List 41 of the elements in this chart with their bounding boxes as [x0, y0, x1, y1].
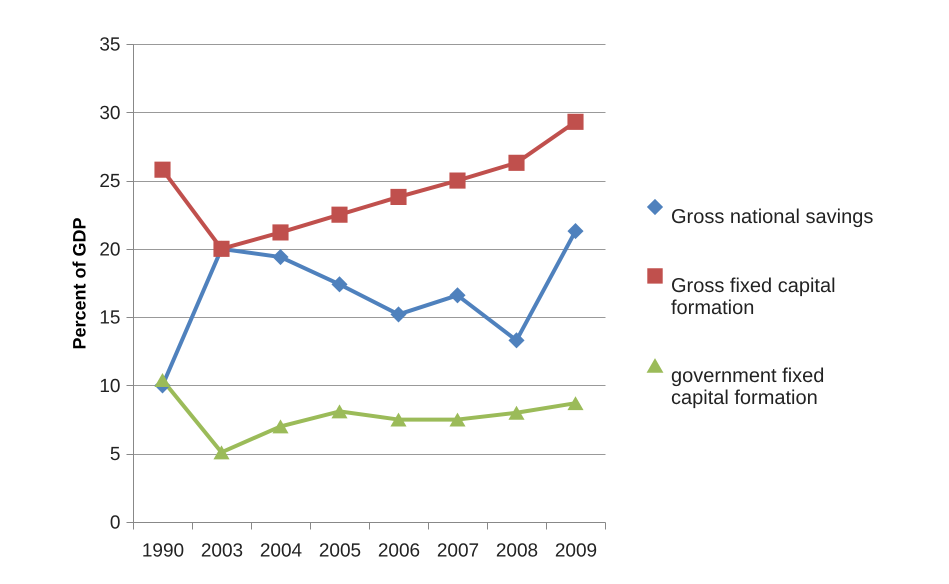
point — [449, 412, 466, 427]
point — [508, 406, 525, 420]
x-tick-label: 2009 — [554, 540, 598, 562]
y-tick-label: 0 — [110, 512, 120, 534]
point — [272, 419, 289, 434]
point — [390, 412, 407, 427]
y-tick-label: 20 — [99, 239, 120, 260]
point — [154, 372, 171, 387]
point — [390, 306, 407, 322]
y-axis-title: Percent of GDP — [69, 217, 90, 350]
x-tick-label: 2004 — [260, 540, 303, 562]
point — [272, 248, 289, 266]
point — [449, 287, 466, 304]
point — [331, 276, 348, 292]
point — [567, 223, 584, 240]
point — [154, 162, 171, 178]
point — [567, 114, 584, 130]
y-tick-label: 10 — [99, 376, 120, 397]
x-tick-label: 2006 — [378, 540, 420, 562]
x-tick-label: 2003 — [200, 540, 244, 562]
x-tick-label: 2007 — [436, 540, 480, 562]
legend-label: government fixed capital formation — [671, 364, 824, 409]
point — [213, 445, 230, 460]
y-tick-label: 30 — [99, 102, 120, 124]
y-tick-label: 5 — [110, 444, 120, 466]
point — [272, 224, 289, 241]
y-tick-label: 15 — [99, 308, 120, 329]
legend-label: Gross national savings — [671, 206, 874, 228]
x-tick-label: 2005 — [318, 540, 362, 562]
x-tick-label: 1990 — [142, 540, 184, 562]
legend-label: Gross fixed capital formation — [671, 274, 836, 319]
point — [331, 404, 348, 418]
y-tick-label: 25 — [99, 171, 120, 192]
x-tick-label: 2008 — [496, 540, 538, 562]
point — [567, 396, 584, 410]
point — [508, 332, 525, 348]
point — [508, 154, 525, 171]
y-tick-label: 35 — [99, 34, 120, 56]
point — [390, 188, 407, 206]
point — [449, 172, 466, 189]
point — [331, 206, 348, 223]
